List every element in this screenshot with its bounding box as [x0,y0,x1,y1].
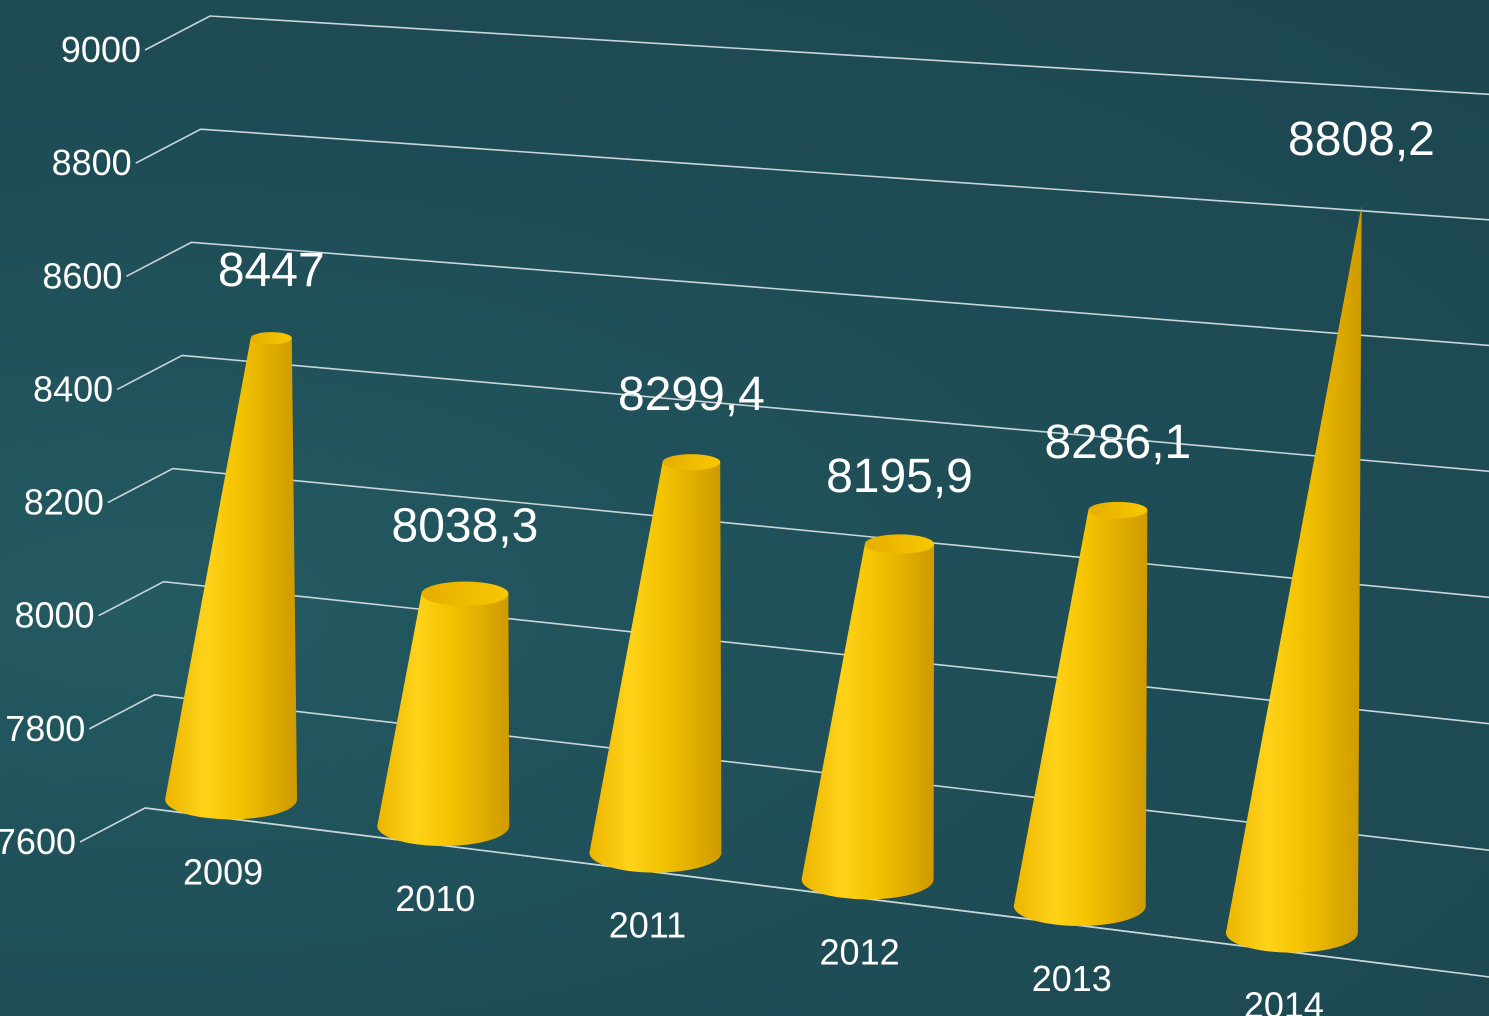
cone-mark-2009 [165,332,298,820]
cone-mark-2010 [377,581,510,846]
data-label-2009: 8447 [218,244,325,297]
data-label-2014: 8808,2 [1288,113,1435,166]
x-axis-baseline [144,807,1419,969]
cone-body-2014 [1225,207,1362,953]
cone-top-2011 [662,454,721,471]
x-tick-label-2014: 2014 [1244,985,1324,1016]
cone-top-2009 [250,332,292,345]
cone-mark-2011 [589,454,722,873]
gridline-8400 [116,354,1489,473]
y-tick-label-8200: 8200 [24,482,104,523]
y-tick-label-8400: 8400 [33,368,113,409]
gridline-8200 [107,467,1489,599]
cone-top-2012 [864,534,935,554]
cone-mark-2012 [801,534,935,900]
x-tick-label-2011: 2011 [609,905,686,946]
cone-top-2010 [421,581,509,606]
data-label-2013: 8286,1 [1044,416,1191,469]
y-tick-label-8600: 8600 [42,255,122,296]
cone-marks [165,207,1362,953]
cone-body-2010 [377,593,510,846]
data-label-2010: 8038,3 [392,500,539,553]
cone-body-2011 [589,462,722,873]
data-label-2012: 8195,9 [826,450,973,503]
cone-body-2012 [801,544,935,900]
gridline-9000 [144,15,1489,96]
y-tick-label-7600: 7600 [0,821,76,862]
cone-body-2013 [1013,510,1148,926]
cone-body-2009 [165,338,298,820]
x-tick-label-2010: 2010 [395,878,475,919]
y-tick-label-9000: 9000 [61,29,141,70]
y-tick-label-8000: 8000 [14,595,94,636]
x-axis-categories: 2009 2010 2011 2012 2013 2014 [183,851,1324,1016]
x-tick-label-2013: 2013 [1032,958,1112,999]
gridline-8800 [135,128,1489,221]
y-tick-label-7800: 7800 [5,708,85,749]
data-label-2011: 8299,4 [618,368,765,421]
y-axis-ticks: 7600 7800 8000 8200 8400 8600 8800 9000 [0,29,141,862]
gridline-8600 [126,241,1489,347]
cone-mark-2013 [1013,501,1148,926]
x-tick-label-2009: 2009 [183,851,263,892]
x-tick-label-2012: 2012 [820,931,900,972]
gridlines [79,15,1489,978]
y-tick-label-8800: 8800 [52,142,132,183]
cone-mark-2014 [1225,207,1362,953]
data-labels: 8447 8038,3 8299,4 8195,9 8286,1 8808,2 [218,113,1435,553]
cone-top-2013 [1088,501,1148,519]
